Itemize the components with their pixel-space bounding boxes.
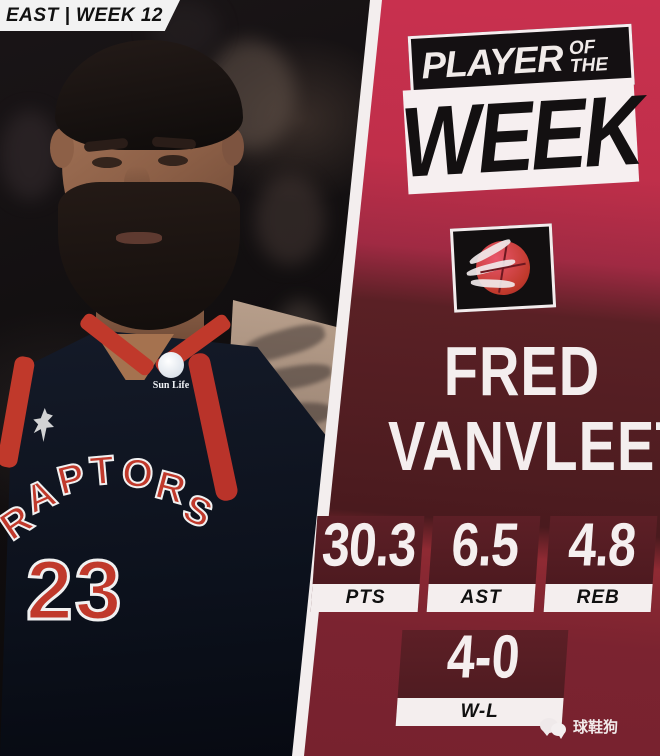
stat-label: REB: [576, 587, 620, 608]
banner-label: EAST | WEEK 12: [6, 4, 163, 26]
player-first-name: FRED: [443, 331, 601, 410]
stat-value: 6.5: [449, 510, 521, 580]
stat-box-pts: 30.3 PTS: [310, 510, 425, 612]
stat-box-record: 4-0 W-L: [395, 622, 569, 726]
wordmark-letter: O: [119, 450, 159, 499]
stats-row: 30.3 PTS 6.5 AST 4.8 REB: [310, 510, 658, 612]
beard: [58, 182, 240, 330]
wechat-bubble-small: [551, 722, 566, 739]
title-player-text: PLAYER: [420, 37, 564, 87]
stat-label-bar: PTS: [310, 584, 420, 612]
title-of-the-text: OF THE: [568, 37, 609, 77]
title-bottom-block: WEEK: [398, 74, 644, 198]
stat-box-ast: 6.5 AST: [426, 510, 542, 612]
claw-mark: [470, 278, 515, 289]
watermark-text: 球鞋狗: [573, 719, 619, 736]
stat-value: 30.3: [319, 510, 419, 580]
record-label-bar: W-L: [395, 698, 564, 726]
lips: [116, 232, 162, 244]
jersey-wordmark: R A P T O R S: [0, 447, 223, 550]
player-photo: Sun Life R A P T O R S 23: [0, 0, 400, 756]
wechat-icon: [540, 717, 566, 739]
jersey-sponsor-patch: Sun Life: [140, 352, 202, 398]
eye: [92, 157, 122, 168]
stat-label: PTS: [345, 587, 386, 608]
crowd-blur: [255, 175, 325, 265]
jersey-number: 23: [24, 543, 124, 637]
stat-value: 4.8: [566, 510, 638, 580]
record-value: 4-0: [444, 622, 522, 692]
stat-box-reb: 4.8 REB: [543, 510, 658, 612]
jersey-sponsor-text: Sun Life: [152, 380, 190, 391]
stat-label-bar: REB: [543, 584, 653, 612]
raptors-basketball-claw-icon: [465, 237, 532, 297]
sun-life-logo-icon: [158, 352, 184, 378]
title-the-text: THE: [569, 53, 609, 77]
team-logo-tile: [449, 223, 557, 313]
wordmark-letter: T: [87, 447, 120, 495]
conference-week-banner: EAST | WEEK 12: [0, 0, 180, 31]
eye: [158, 155, 188, 166]
stat-label-bar: AST: [426, 584, 537, 612]
title-lockup: PLAYER OF THE WEEK: [398, 20, 644, 201]
watermark: 球鞋狗: [540, 716, 619, 739]
player-name: FRED VANVLEET: [388, 335, 660, 481]
hair: [55, 40, 243, 150]
jersey: [0, 330, 330, 756]
player-last-name: VANVLEET: [388, 406, 660, 486]
stat-label: AST: [461, 587, 503, 608]
record-label: W-L: [460, 701, 499, 722]
title-week-text: WEEK: [398, 73, 644, 199]
